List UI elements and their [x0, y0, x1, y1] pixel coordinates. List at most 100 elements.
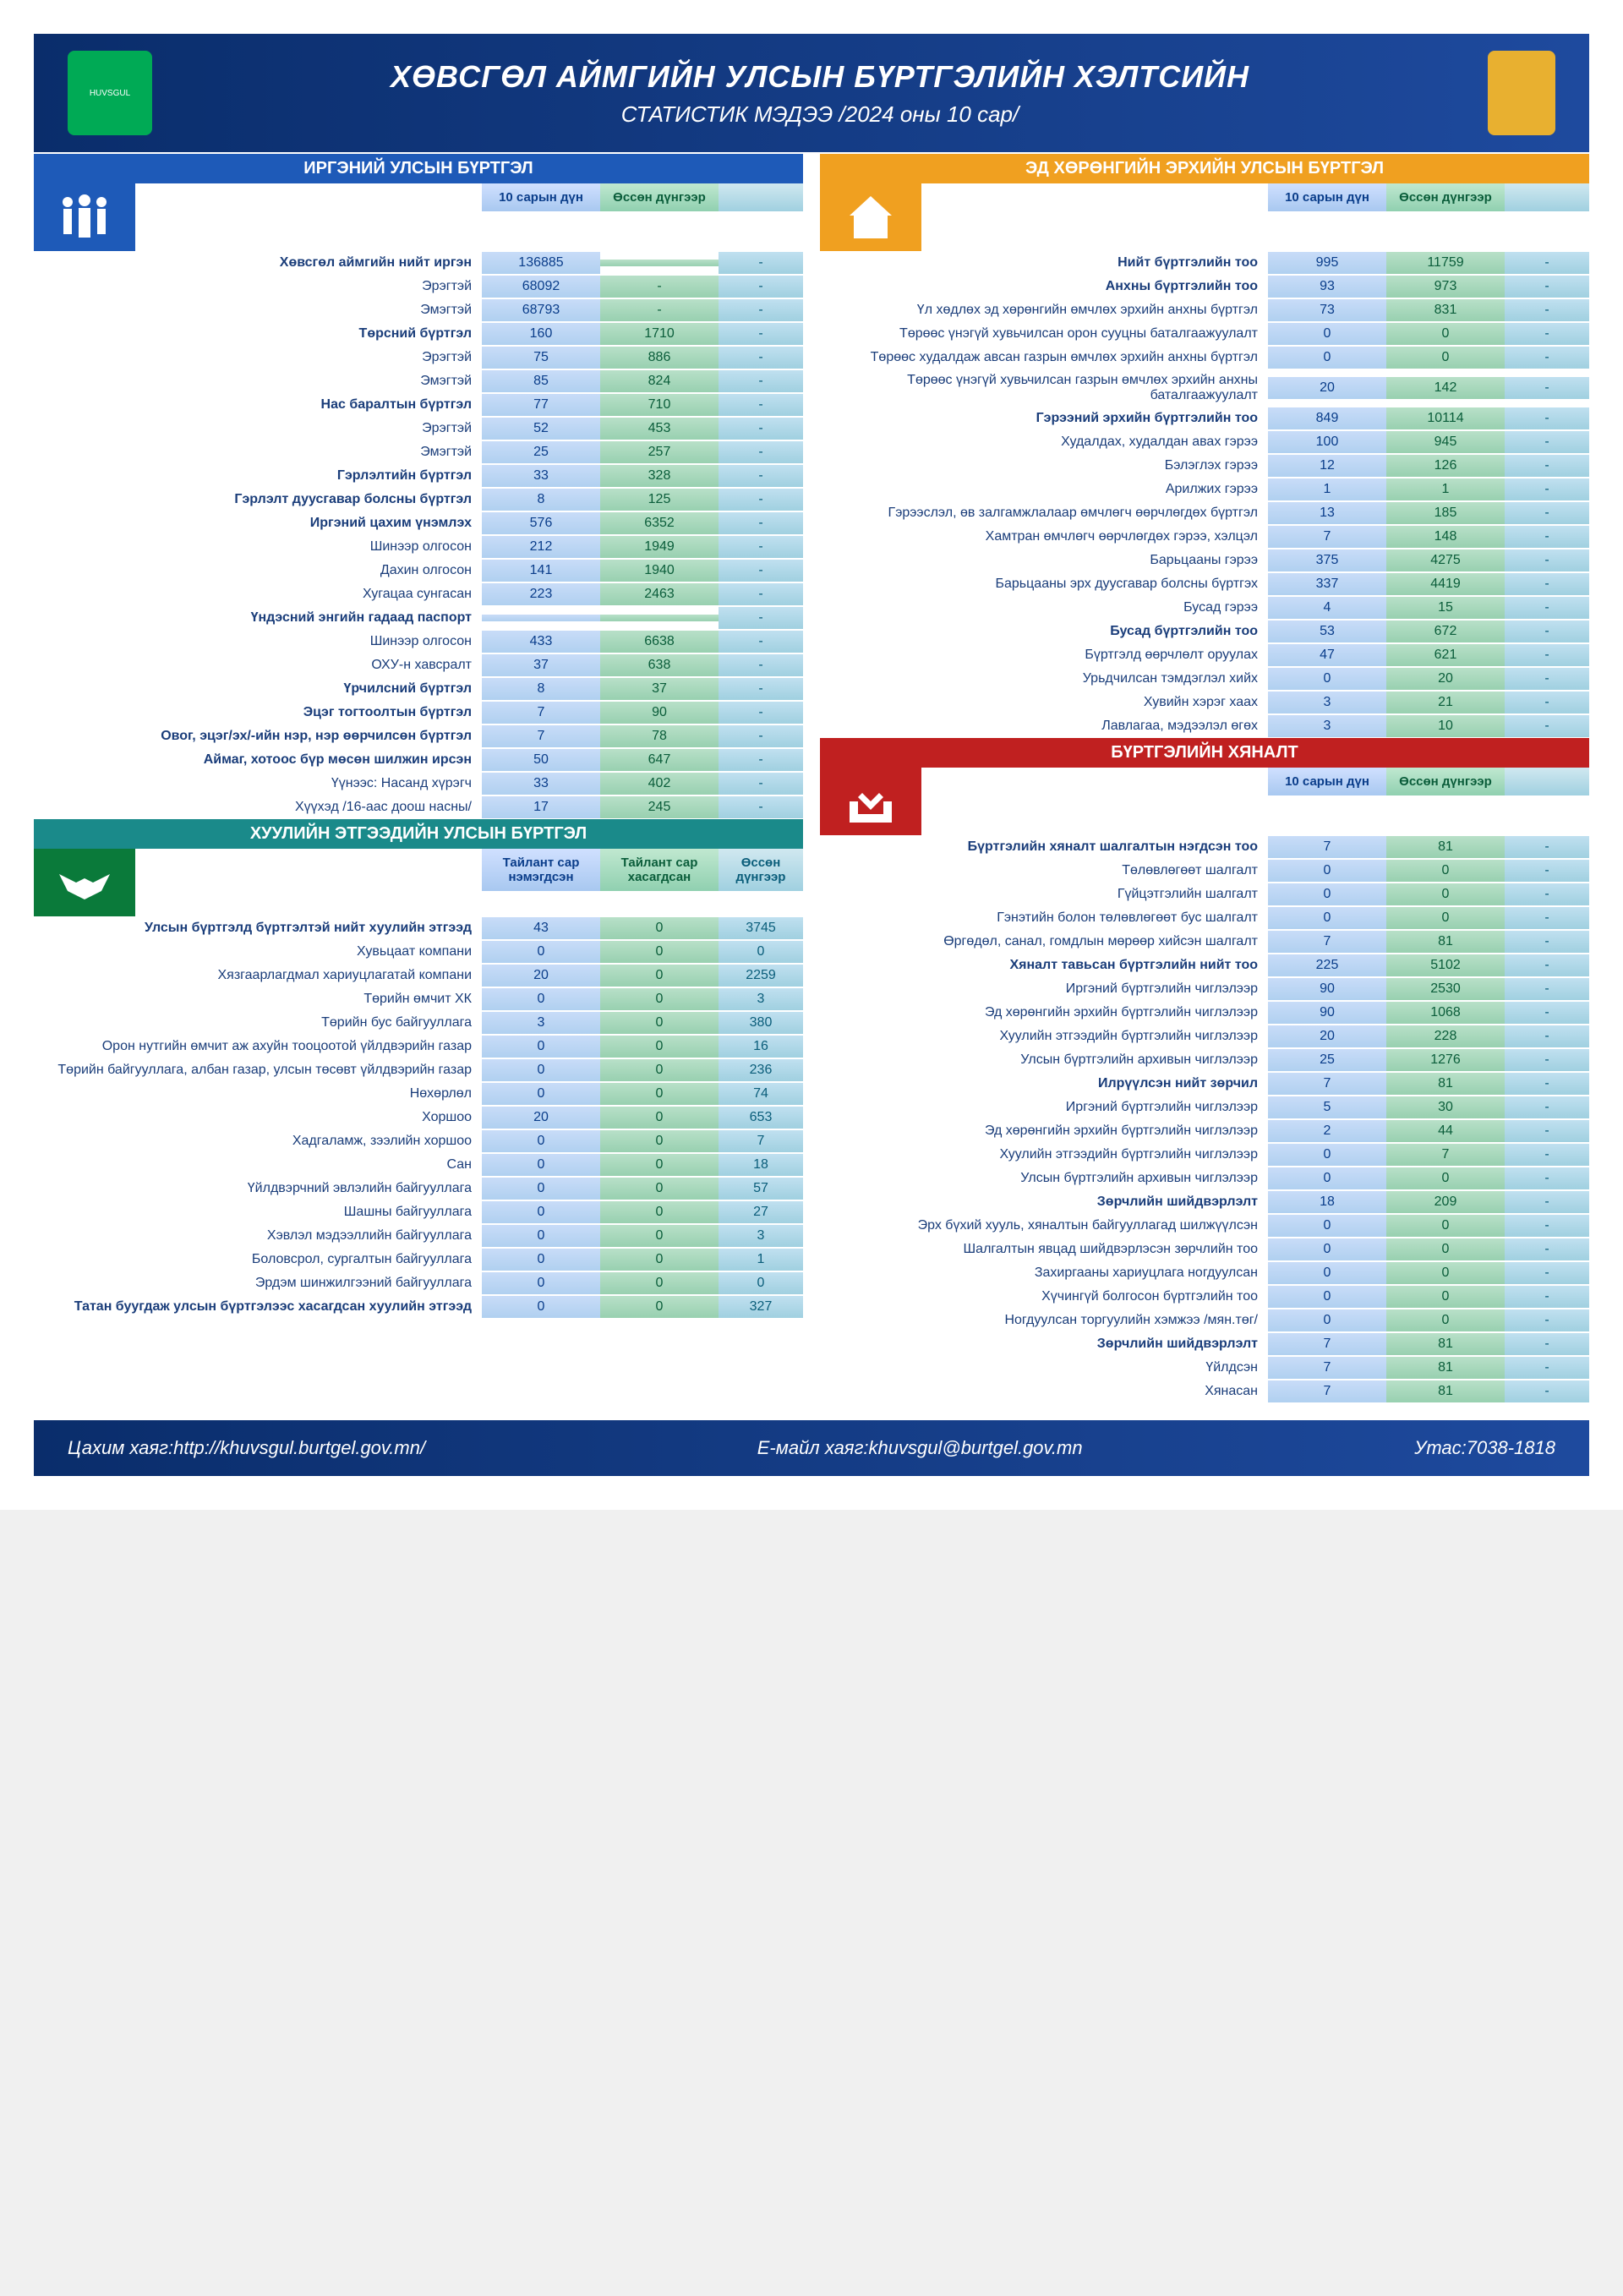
row-value-1: 52 [482, 418, 600, 440]
row-value-2: 15 [1386, 597, 1505, 619]
row-label: Барьцааны эрх дуусгавар болсны бүртгэх [820, 573, 1268, 595]
table-row: Эд хөрөнгийн эрхийн бүртгэлийн чиглэлээр… [820, 1001, 1589, 1025]
row-label: Эрэгтэй [34, 418, 482, 440]
property-header-row: 10 сарын дүн Өссөн дүнгээр [930, 183, 1589, 211]
row-label: Эмэгтэй [34, 441, 482, 463]
row-value-3: - [1505, 978, 1589, 1000]
table-row: Боловсрол, сургалтын байгууллага001 [34, 1248, 803, 1271]
row-value-1: 212 [482, 536, 600, 558]
row-value-2: 142 [1386, 377, 1505, 399]
table-row: Хоршоо200653 [34, 1106, 803, 1129]
row-value-3: - [1505, 455, 1589, 477]
logo-khuvsgul: HUVSGUL [68, 51, 152, 135]
row-value-3: - [1505, 276, 1589, 298]
row-value-2: 7 [1386, 1144, 1505, 1166]
row-value-2: - [600, 276, 719, 298]
row-label: Худалдах, худалдан авах гэрээ [820, 431, 1268, 453]
row-value-3: - [1505, 1025, 1589, 1047]
row-label: Гэрээслэл, өв залгамжлалаар өмчлөгч өөрч… [820, 502, 1268, 524]
row-value-3: - [719, 441, 803, 463]
row-value-3: 3 [719, 1225, 803, 1247]
row-value-3: - [719, 512, 803, 534]
row-value-3: - [719, 418, 803, 440]
row-label: Үйлдсэн [820, 1357, 1268, 1379]
table-row: Үүнээс: Насанд хүрэгч33402- [34, 772, 803, 795]
row-label: Төрийн бус байгууллага [34, 1012, 482, 1034]
row-value-3: - [1505, 407, 1589, 429]
row-label: Бүртгэлд өөрчлөлт оруулах [820, 644, 1268, 666]
row-value-1: 0 [482, 1036, 600, 1058]
row-value-1: 0 [482, 1225, 600, 1247]
row-label: Гүйцэтгэлийн шалгалт [820, 883, 1268, 905]
row-label: Үл хөдлөх эд хөрөнгийн өмчлөх эрхийн анх… [820, 299, 1268, 321]
row-value-1: 0 [1268, 1309, 1386, 1331]
table-row: Аймаг, хотоос бүр мөсөн шилжин ирсэн5064… [34, 748, 803, 772]
right-column: ЭД ХӨРӨНГИЙН ЭРХИЙН УЛСЫН БҮРТГЭЛ 10 сар… [820, 154, 1589, 1403]
row-value-3: 27 [719, 1201, 803, 1223]
row-value-2: 4275 [1386, 549, 1505, 571]
row-value-1: 3 [1268, 715, 1386, 737]
row-value-3: - [1505, 377, 1589, 399]
row-value-3: 3 [719, 988, 803, 1010]
row-value-2: 831 [1386, 299, 1505, 321]
row-value-3: - [1505, 1309, 1589, 1331]
row-value-3: - [1505, 860, 1589, 882]
row-value-1: 0 [482, 1083, 600, 1105]
row-value-2: 0 [600, 1036, 719, 1058]
row-value-2: 0 [1386, 1238, 1505, 1260]
table-row: Төрийн өмчит ХК003 [34, 987, 803, 1011]
row-value-1: 18 [1268, 1191, 1386, 1213]
row-value-2: 126 [1386, 455, 1505, 477]
row-value-1: 20 [482, 1107, 600, 1129]
row-value-3: 16 [719, 1036, 803, 1058]
row-value-2: 0 [600, 1272, 719, 1294]
row-value-2: 21 [1386, 692, 1505, 713]
row-value-1: 100 [1268, 431, 1386, 453]
table-row: Илрүүлсэн нийт зөрчил781- [820, 1072, 1589, 1096]
row-value-3: - [1505, 836, 1589, 858]
table-row: Төрсний бүртгэл1601710- [34, 322, 803, 346]
row-value-2: 10114 [1386, 407, 1505, 429]
row-value-3: - [1505, 1333, 1589, 1355]
row-value-3: 57 [719, 1178, 803, 1200]
table-row: Дахин олгосон1411940- [34, 559, 803, 582]
row-label: Ногдуулсан торгуулийн хэмжээ /мян.төг/ [820, 1309, 1268, 1331]
row-label: Хөвсгөл аймгийн нийт иргэн [34, 252, 482, 274]
row-label: Төрөөс үнэгүй хувьчилсан газрын өмчлөх э… [820, 369, 1268, 407]
row-label: Эмэгтэй [34, 370, 482, 392]
row-value-1: 3 [1268, 692, 1386, 713]
row-value-2: 11759 [1386, 252, 1505, 274]
row-value-2: 20 [1386, 668, 1505, 690]
row-label: Дахин олгосон [34, 560, 482, 582]
left-column: ИРГЭНИЙ УЛСЫН БҮРТГЭЛ 10 сарын дүн Өссөн… [34, 154, 803, 1403]
row-label: Төрөөс худалдаж авсан газрын өмчлөх эрхи… [820, 347, 1268, 369]
row-value-2: 0 [600, 965, 719, 987]
row-value-1: 7 [1268, 1333, 1386, 1355]
table-row: Татан буугдаж улсын бүртгэлээс хасагдсан… [34, 1295, 803, 1319]
table-row: Төлөвлөгөөт шалгалт00- [820, 859, 1589, 883]
row-label: Хувийн хэрэг хаах [820, 692, 1268, 713]
row-label: Зөрчлийн шийдвэрлэлт [820, 1191, 1268, 1213]
row-value-3: - [1505, 1380, 1589, 1402]
header-banner: HUVSGUL ХӨВСГӨЛ АЙМГИЙН УЛСЫН БҮРТГЭЛИЙН… [34, 34, 1589, 152]
row-value-1: 225 [1268, 954, 1386, 976]
row-value-3: - [1505, 597, 1589, 619]
row-value-2: 2463 [600, 583, 719, 605]
row-value-3: - [1505, 526, 1589, 548]
row-label: Хүүхэд /16-аас доош насны/ [34, 796, 482, 818]
table-row: Бүртгэлийн хяналт шалгалтын нэгдсэн тоо7… [820, 835, 1589, 859]
row-value-2: 1940 [600, 560, 719, 582]
row-value-1: 375 [1268, 549, 1386, 571]
row-value-3: - [1505, 907, 1589, 929]
row-label: Анхны бүртгэлийн тоо [820, 276, 1268, 298]
row-value-2: 328 [600, 465, 719, 487]
row-value-2: 0 [1386, 1167, 1505, 1189]
row-label: Татан буугдаж улсын бүртгэлээс хасагдсан… [34, 1296, 482, 1318]
row-value-2: - [600, 299, 719, 321]
row-value-3: - [1505, 1191, 1589, 1213]
row-value-2: 81 [1386, 1333, 1505, 1355]
row-value-1: 0 [482, 1059, 600, 1081]
table-row: Гэрлэлт дуусгавар болсны бүртгэл8125- [34, 488, 803, 511]
table-row: Гэрлэлтийн бүртгэл33328- [34, 464, 803, 488]
row-label: Нөхөрлөл [34, 1083, 482, 1105]
